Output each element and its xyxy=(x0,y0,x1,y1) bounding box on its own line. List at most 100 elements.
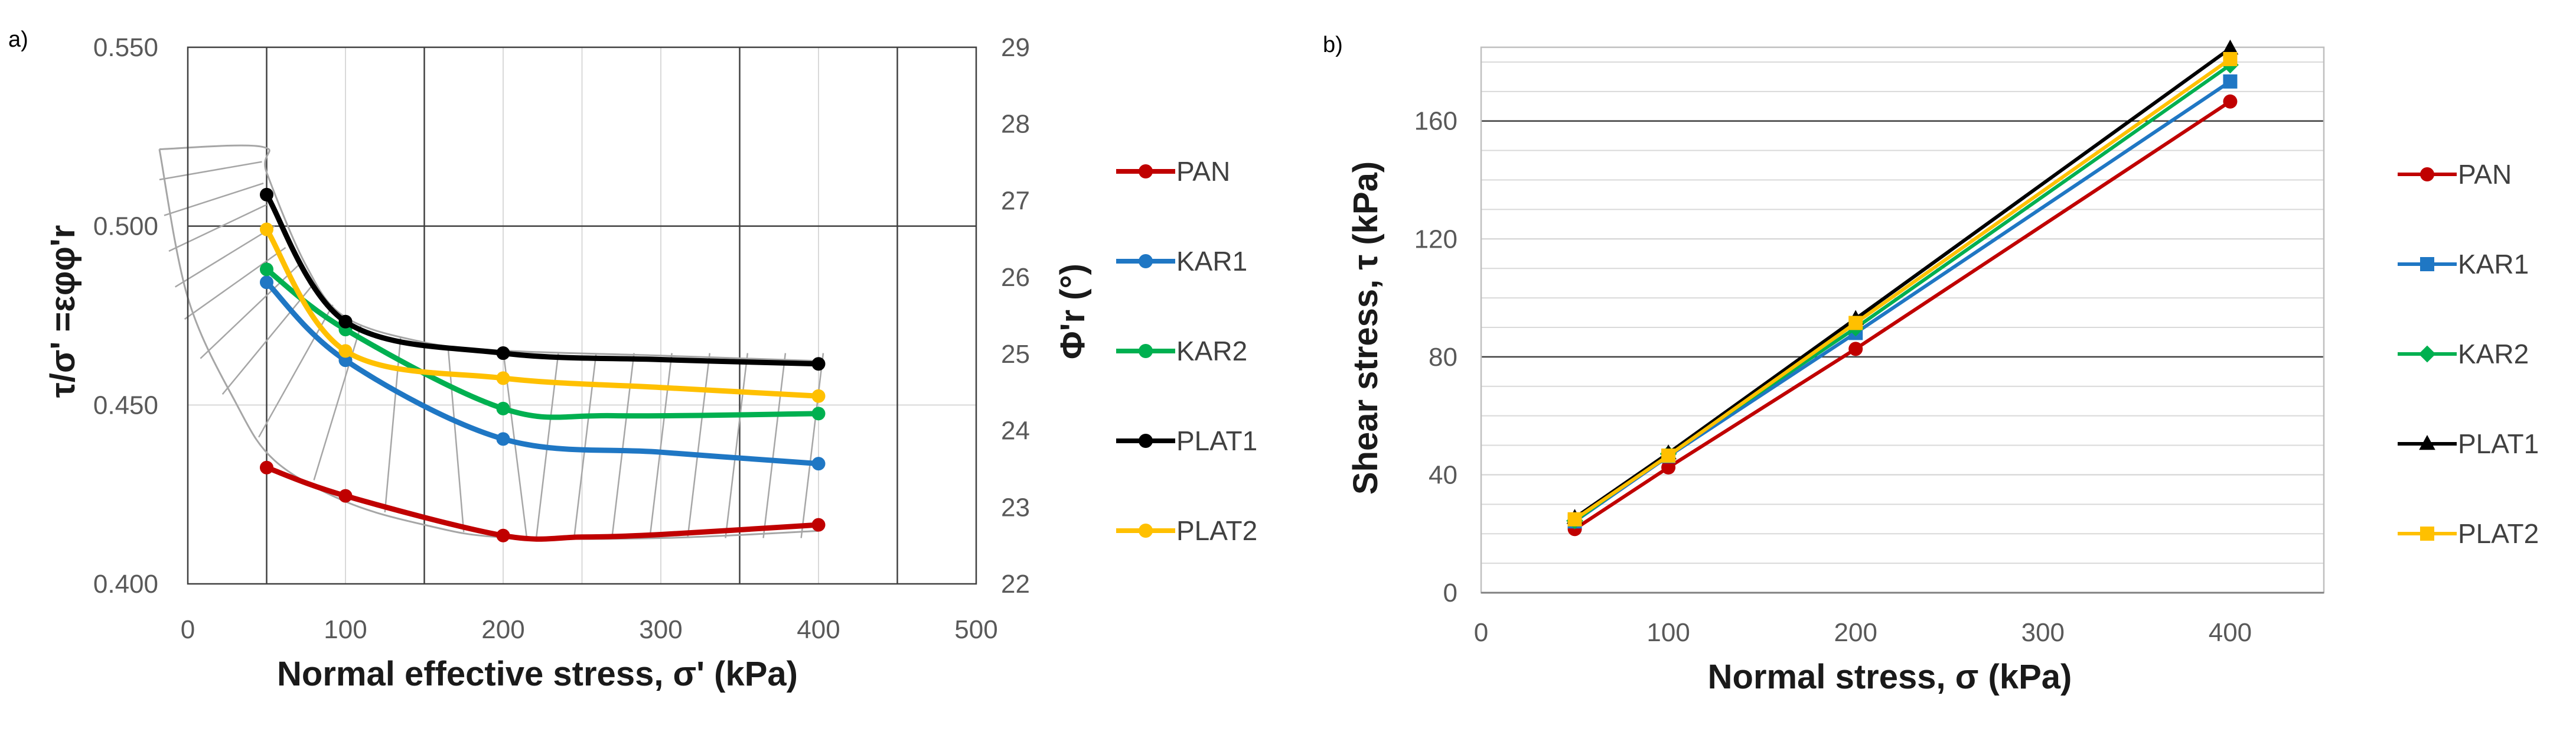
reference-fan-line xyxy=(221,282,315,395)
data-point-plat2 xyxy=(338,344,353,358)
reference-fan-line xyxy=(313,324,362,480)
data-point-plat1 xyxy=(260,187,273,202)
x-axis-title-a: Normal effective stress, σ' (kPa) xyxy=(277,655,798,693)
y2-tick-label-a: 25 xyxy=(1001,340,1030,369)
reference-fan-line xyxy=(184,246,286,320)
legend-marker-plat1-b xyxy=(2419,435,2435,450)
y-tick-label-b: 160 xyxy=(1414,107,1457,136)
data-point-plat1 xyxy=(811,357,826,371)
legend-label-plat2: PLAT2 xyxy=(1176,515,1257,546)
y-tick-label-a: 0.400 xyxy=(93,570,158,599)
data-point-plat1 xyxy=(496,346,510,360)
data-point-plat2 xyxy=(811,389,826,403)
x-tick-label-a: 500 xyxy=(954,615,997,644)
series-line-kar1 xyxy=(265,280,819,467)
legend-marker-plat1 xyxy=(1139,434,1153,448)
y-tick-label-b: 80 xyxy=(1429,343,1457,372)
data-point-plat2 xyxy=(260,222,273,236)
reference-fan-line xyxy=(611,353,635,538)
reference-fan-line xyxy=(168,204,268,252)
y2-tick-label-a: 27 xyxy=(1001,186,1030,215)
x-tick-label-b: 300 xyxy=(2021,618,2065,647)
y-axis-title-a: τ/σ' =εφφ'r xyxy=(44,225,82,398)
reference-fan-line xyxy=(447,346,465,532)
panel-label-a: a) xyxy=(8,27,28,52)
y-tick-label-b: 120 xyxy=(1414,225,1457,254)
series-line-plat2 xyxy=(264,228,819,399)
y2-tick-label-a: 23 xyxy=(1001,493,1030,522)
x-tick-label-a: 200 xyxy=(481,615,524,644)
legend-label-pan-b: PAN xyxy=(2458,159,2512,190)
data-point-pan-b xyxy=(2223,94,2238,109)
data-point-pan xyxy=(260,460,273,475)
reference-fan-line xyxy=(725,353,749,538)
legend-marker-pan xyxy=(1139,164,1153,178)
data-point-kar2 xyxy=(811,407,826,421)
legend-label-pan: PAN xyxy=(1176,156,1230,187)
panel-label-b: b) xyxy=(1323,33,1343,57)
reference-fan-line xyxy=(174,225,275,288)
y-tick-label-a: 0.550 xyxy=(93,33,158,62)
y-tick-label-b: 40 xyxy=(1429,460,1457,489)
data-point-kar1 xyxy=(260,275,273,290)
data-point-pan xyxy=(496,528,510,542)
reference-fan-line xyxy=(687,353,711,538)
legend-label-plat2-b: PLAT2 xyxy=(2458,518,2539,549)
x-tick-label-b: 400 xyxy=(2209,618,2252,647)
data-point-kar2 xyxy=(260,262,273,277)
reference-fan-line xyxy=(159,161,262,181)
reference-fan-line xyxy=(762,353,787,538)
series-line-plat1-b xyxy=(1573,47,2232,519)
data-point-plat2-b xyxy=(1848,316,1863,330)
data-point-kar1 xyxy=(811,457,826,471)
y2-axis-title-a: Φ'r (°) xyxy=(1054,264,1092,359)
data-point-plat2-b xyxy=(1661,449,1676,463)
reference-envelope-top xyxy=(159,144,819,362)
legend-label-kar1: KAR1 xyxy=(1176,246,1247,277)
reference-fan-line xyxy=(200,265,299,359)
x-axis-title-b: Normal stress, σ (kPa) xyxy=(1708,658,2072,696)
x-tick-label-b: 200 xyxy=(1834,618,1877,647)
data-point-plat1-b xyxy=(2222,39,2239,55)
x-tick-label-a: 100 xyxy=(324,615,367,644)
data-point-plat2-b xyxy=(1567,512,1582,527)
x-tick-label-b: 0 xyxy=(1474,618,1488,647)
x-tick-label-a: 0 xyxy=(181,615,195,644)
y2-tick-label-a: 22 xyxy=(1001,570,1030,599)
y-axis-title-b: Shear stress, τ (kPa) xyxy=(1346,161,1385,495)
legend-marker-kar2 xyxy=(1139,344,1153,358)
y2-tick-label-a: 29 xyxy=(1001,33,1030,62)
plot-frame-a xyxy=(187,46,977,585)
data-point-pan xyxy=(811,518,826,532)
data-point-kar1 xyxy=(496,432,510,446)
x-tick-label-a: 300 xyxy=(639,615,682,644)
legend-label-plat1: PLAT1 xyxy=(1176,425,1257,456)
y-tick-label-a: 0.450 xyxy=(93,391,158,420)
legend-marker-plat2 xyxy=(1139,524,1153,538)
chart-a: 0 100 200 300 400 500 0.400 0.450 0.500 0.550 22 23… xyxy=(93,33,1257,644)
x-tick-label-a: 400 xyxy=(797,615,840,644)
reference-fan-line xyxy=(800,353,824,538)
y-tick-label-b: 0 xyxy=(1443,579,1457,607)
y2-tick-label-a: 28 xyxy=(1001,110,1030,139)
series-line-pan-b xyxy=(1573,100,2232,531)
data-point-plat2 xyxy=(496,371,510,385)
y2-tick-label-a: 24 xyxy=(1001,417,1030,446)
legend-label-kar2: KAR2 xyxy=(1176,336,1247,366)
series-line-kar2 xyxy=(265,267,819,420)
legend-marker-plat2-b xyxy=(2420,527,2434,541)
legend-label-kar1-b: KAR1 xyxy=(2458,249,2529,280)
legend-marker-kar1 xyxy=(1139,254,1153,268)
legend-marker-kar2-b xyxy=(2418,345,2436,363)
series-line-plat1 xyxy=(264,193,819,367)
y2-tick-label-a: 26 xyxy=(1001,263,1030,292)
reference-envelope-bottom xyxy=(158,149,819,540)
reference-fan-line xyxy=(164,182,264,216)
data-point-plat2-b xyxy=(2223,51,2238,66)
reference-fan-line xyxy=(649,353,673,538)
x-tick-label-b: 100 xyxy=(1646,618,1690,647)
data-point-pan-b xyxy=(1848,342,1863,356)
chart-b: 0 100 200 300 400 0 40 80 120 160 PAN KAR1 KAR2 PLAT1… xyxy=(1414,39,2539,647)
data-point-kar2 xyxy=(496,401,510,415)
